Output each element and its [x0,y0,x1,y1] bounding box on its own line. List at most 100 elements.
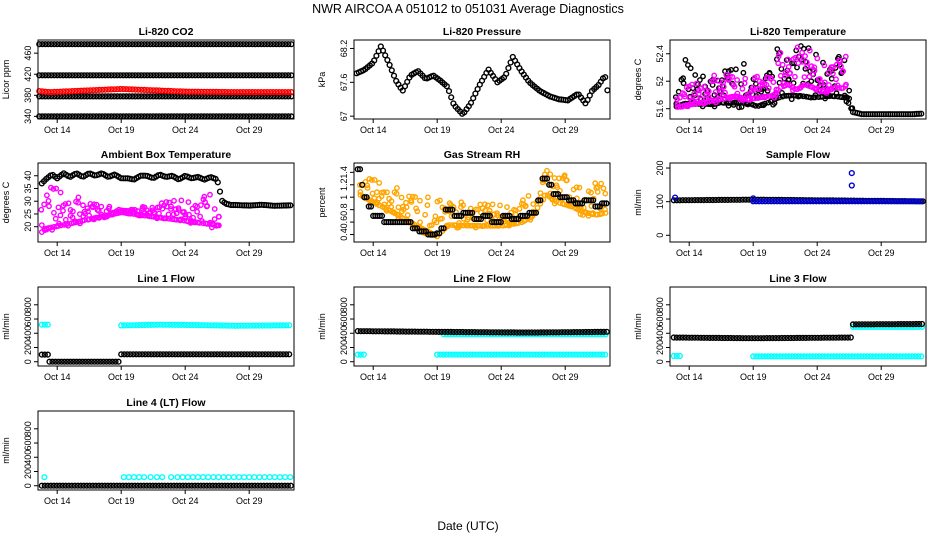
x-tick-label: Oct 24 [172,248,199,258]
data-point [378,328,385,335]
data-point [105,41,112,48]
data-point [771,198,778,205]
data-point [677,94,683,101]
y-tick-label: 400 [655,326,665,341]
data-point [136,474,143,481]
data-point [441,328,448,336]
data-point [774,46,781,52]
data-point [739,335,746,342]
data-point [894,198,901,205]
data-point [125,482,132,489]
series-pressure [353,43,611,117]
data-point [69,41,76,48]
data-point [254,482,261,489]
data-point [171,197,177,204]
data-point [70,358,77,365]
data-point [276,474,284,481]
data-point [130,322,137,329]
data-point [123,72,130,79]
x-tick-label: Oct 29 [868,125,895,135]
data-point [84,87,91,94]
data-point [54,72,61,79]
data-point [151,351,158,358]
data-point [244,351,251,358]
data-point [467,99,475,106]
data-point [115,358,122,365]
x-tick-label: Oct 19 [424,372,451,382]
data-point [522,202,529,209]
data-point [106,203,113,210]
x-tick-label: Oct 14 [676,125,703,135]
data-point [420,328,427,335]
data-point [220,474,227,481]
data-point [808,334,815,341]
data-point [388,67,395,74]
data-point [213,72,220,79]
data-point [150,87,157,94]
data-point [906,198,913,205]
data-point [825,353,832,360]
data-point [491,351,498,358]
data-point [756,86,763,93]
data-point [599,351,606,358]
data-point [261,88,268,96]
panel-data [354,328,610,358]
y-tick-label: 67.6 [339,74,349,92]
x-tick-label: Oct 19 [740,372,767,382]
panel-frame [669,162,927,243]
data-point [497,219,504,226]
x-tick-label: Oct 19 [108,372,135,382]
y-tick-label: 1.2 [339,179,349,192]
data-point [236,482,243,489]
data-point [573,329,580,336]
data-point [826,334,833,341]
data-point [393,328,400,335]
data-point [206,482,213,489]
data-point [602,206,608,213]
data-point [376,179,383,186]
data-point [57,88,64,95]
y-tick-label: 0 [655,359,665,364]
data-point [243,88,250,96]
data-point [568,203,575,210]
data-point [60,72,67,79]
data-point [561,194,568,201]
data-point [775,335,782,342]
data-point [826,82,832,88]
data-point [160,351,167,358]
data-point [820,334,827,341]
x-tick-label: Oct 24 [804,125,831,135]
data-point [226,351,233,358]
data-point [215,482,222,489]
data-point [63,72,70,79]
data-point [129,41,136,48]
data-point [811,334,818,341]
data-point [488,351,495,358]
data-point [121,322,128,329]
data-point [149,204,156,211]
data-point [594,203,601,210]
x-tick-label: Oct 29 [868,248,895,258]
data-point [129,86,136,93]
data-point [94,358,101,365]
data-point [151,321,158,328]
data-point [918,198,925,205]
data-point [843,198,850,205]
data-point [834,82,841,89]
data-point [489,329,496,336]
data-point [403,204,410,211]
data-point [160,321,167,328]
data-point [465,329,472,336]
panel-title: Line 1 Flow [137,273,195,285]
data-point [261,474,268,481]
data-point [475,215,482,223]
data-point [915,320,923,328]
data-point [198,41,205,48]
data-point [708,97,714,103]
data-point [546,329,553,336]
data-point [754,335,761,342]
data-point [216,188,224,195]
data-point [93,86,100,94]
data-point [105,93,112,100]
data-point [50,186,57,192]
